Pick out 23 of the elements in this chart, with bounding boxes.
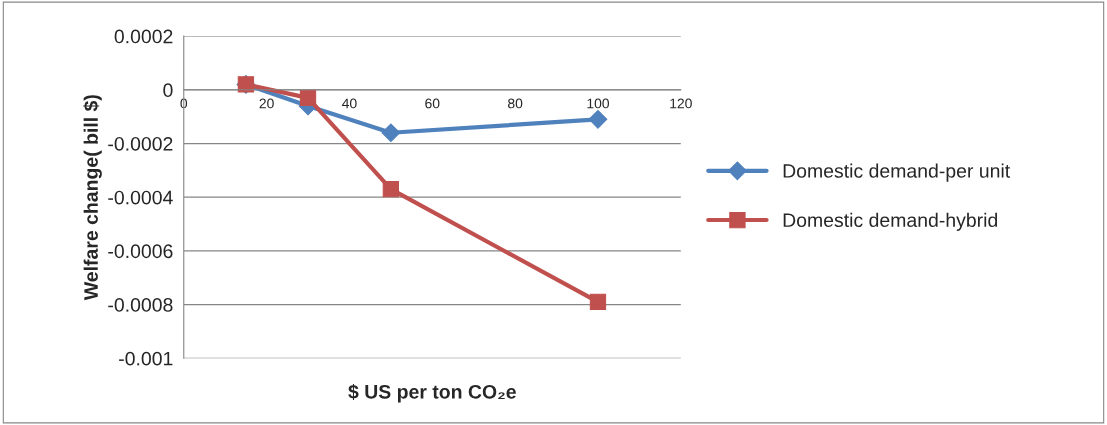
- point: [381, 123, 401, 143]
- x-tick-label: 40: [342, 98, 357, 109]
- x-axis-title: $ US per ton CO₂e: [348, 384, 516, 403]
- x-tick-label: 120: [670, 98, 692, 109]
- point: [589, 293, 607, 311]
- x-tick-label: 100: [587, 98, 610, 109]
- x-tick-label: 60: [425, 98, 440, 109]
- x-tick-label: 80: [508, 98, 523, 109]
- y-tick-label: -0.0002: [108, 136, 173, 151]
- x-tick-label: 20: [259, 98, 274, 109]
- y-tick-label: 0.0002: [114, 29, 173, 44]
- y-tick-label: 0: [163, 83, 173, 98]
- x-tick-label: 0: [180, 98, 188, 109]
- y-tick-label: -0.0004: [108, 190, 173, 205]
- y-tick-label: -0.0006: [108, 244, 173, 259]
- point: [588, 109, 608, 129]
- legend-label: Domestic demand-per unit: [783, 163, 1011, 182]
- legend-label: Domestic demand-hybrid: [783, 212, 998, 231]
- y-tick-label: -0.0008: [108, 298, 173, 312]
- y-axis-title: Welfare change( bill $): [83, 95, 102, 301]
- point: [299, 89, 317, 107]
- point: [382, 180, 400, 198]
- y-tick-label: -0.001: [119, 351, 173, 366]
